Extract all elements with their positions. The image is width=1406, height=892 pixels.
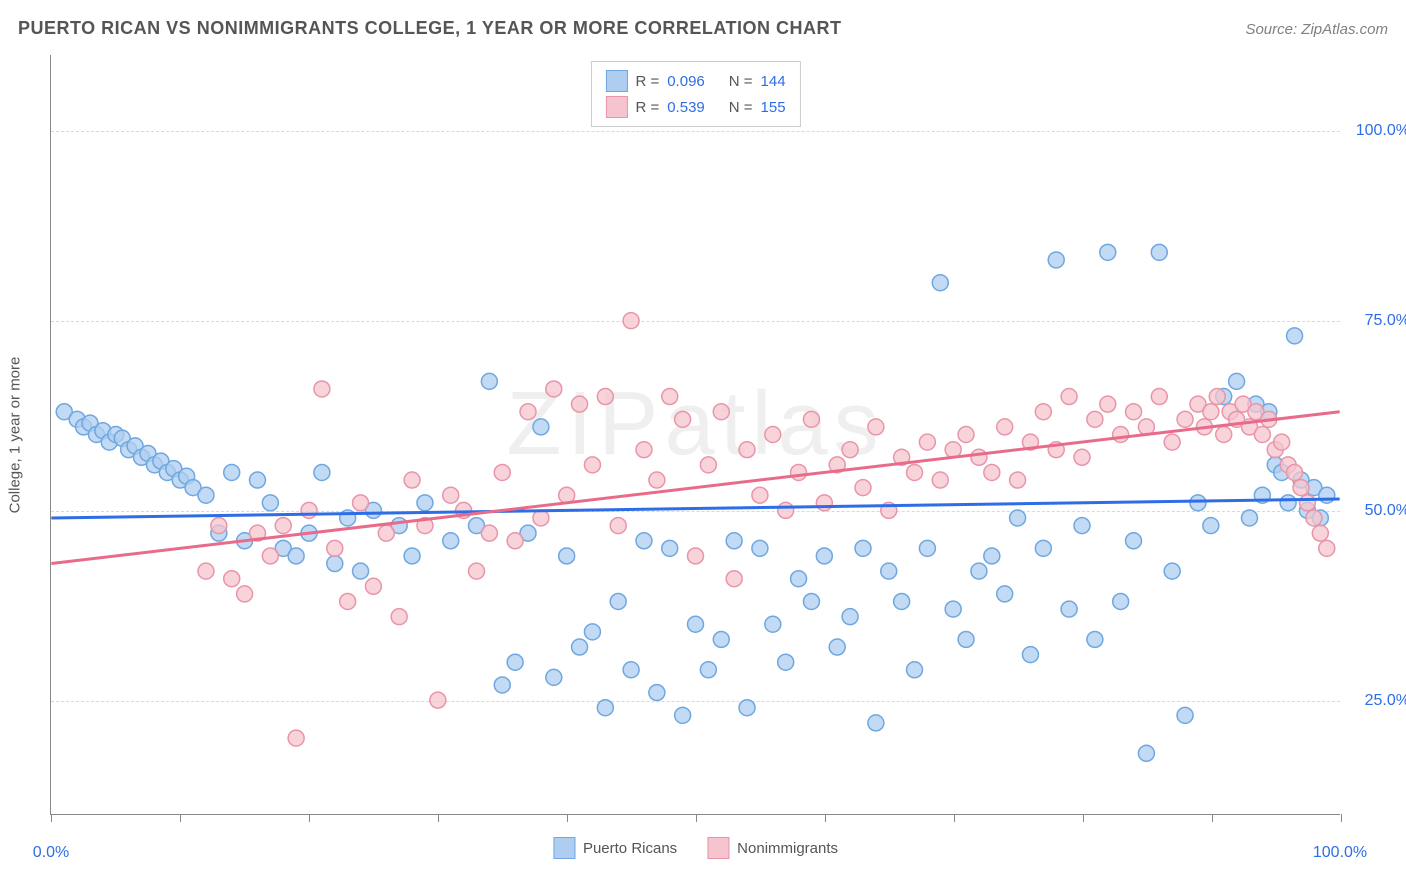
r-label: R = xyxy=(635,99,659,116)
legend-stats: R = 0.096 N = 144 R = 0.539 N = 155 xyxy=(590,61,800,127)
legend-label: Nonimmigrants xyxy=(737,840,838,857)
swatch-puerto-ricans xyxy=(605,70,627,92)
chart-title: PUERTO RICAN VS NONIMMIGRANTS COLLEGE, 1… xyxy=(18,18,842,39)
n-label: N = xyxy=(729,99,753,116)
legend-item-nonimmigrants: Nonimmigrants xyxy=(707,837,838,859)
chart-source: Source: ZipAtlas.com xyxy=(1245,21,1388,38)
n-label: N = xyxy=(729,73,753,90)
legend-label: Puerto Ricans xyxy=(583,840,677,857)
x-tick xyxy=(180,814,181,822)
x-tick xyxy=(1083,814,1084,822)
x-tick xyxy=(696,814,697,822)
scatter-svg xyxy=(51,55,1340,814)
legend-stats-row-2: R = 0.539 N = 155 xyxy=(605,94,785,120)
r-value-2: 0.539 xyxy=(667,99,705,116)
x-tick xyxy=(825,814,826,822)
x-tick xyxy=(1212,814,1213,822)
x-tick xyxy=(51,814,52,822)
x-tick xyxy=(309,814,310,822)
n-value-1: 144 xyxy=(761,73,786,90)
swatch-nonimmigrants xyxy=(707,837,729,859)
x-tick xyxy=(438,814,439,822)
legend-series: Puerto Ricans Nonimmigrants xyxy=(553,837,838,859)
x-tick xyxy=(567,814,568,822)
plot-area: ZIPatlas R = 0.096 N = 144 R = 0.539 N =… xyxy=(50,55,1340,815)
y-tick-label: 75.0% xyxy=(1350,312,1406,330)
swatch-nonimmigrants xyxy=(605,96,627,118)
y-tick-label: 100.0% xyxy=(1350,122,1406,140)
n-value-2: 155 xyxy=(761,99,786,116)
legend-item-puerto-ricans: Puerto Ricans xyxy=(553,837,677,859)
legend-stats-row-1: R = 0.096 N = 144 xyxy=(605,68,785,94)
y-axis-label: College, 1 year or more xyxy=(7,357,24,514)
swatch-puerto-ricans xyxy=(553,837,575,859)
x-min-label: 0.0% xyxy=(33,844,69,862)
y-tick-label: 50.0% xyxy=(1350,502,1406,520)
x-tick xyxy=(954,814,955,822)
y-tick-label: 25.0% xyxy=(1350,692,1406,710)
x-max-label: 100.0% xyxy=(1313,844,1367,862)
x-tick xyxy=(1341,814,1342,822)
r-label: R = xyxy=(635,73,659,90)
r-value-1: 0.096 xyxy=(667,73,705,90)
chart-header: PUERTO RICAN VS NONIMMIGRANTS COLLEGE, 1… xyxy=(18,18,1388,39)
chart-container: College, 1 year or more ZIPatlas R = 0.0… xyxy=(50,55,1340,815)
